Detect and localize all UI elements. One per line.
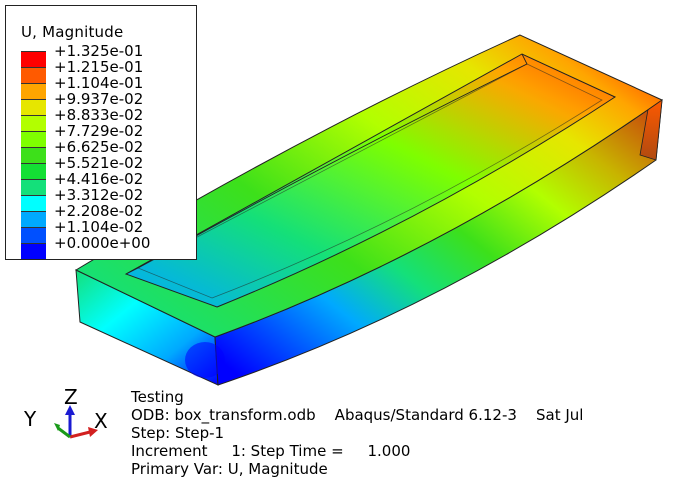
legend-level-label: +4.416e-02 xyxy=(54,170,144,188)
legend-swatch xyxy=(21,67,46,83)
legend-swatch xyxy=(21,163,46,179)
legend-level-label: +1.215e-01 xyxy=(54,58,144,76)
job-info-block: Testing ODB: box_transform.odb Abaqus/St… xyxy=(131,388,583,478)
box-corner-highlight xyxy=(185,342,225,378)
legend-swatch xyxy=(21,179,46,195)
legend-swatch xyxy=(21,195,46,211)
legend-swatch xyxy=(21,115,46,131)
legend-panel: U, Magnitude +1.325e-01 +1.215e-01 +1.104e… xyxy=(5,5,197,260)
legend-level-label: +9.937e-02 xyxy=(54,90,144,108)
legend-swatch xyxy=(21,51,46,67)
legend-level-label: +5.521e-02 xyxy=(54,154,144,172)
legend-swatch xyxy=(21,83,46,99)
legend-level-label: +2.208e-02 xyxy=(54,202,144,220)
legend-swatch xyxy=(21,243,46,259)
axis-label-x: X xyxy=(94,409,108,433)
info-increment: Increment 1: Step Time = 1.000 xyxy=(131,442,411,460)
legend-level-label: +6.625e-02 xyxy=(54,138,144,156)
info-odb: ODB: box_transform.odb Abaqus/Standard 6… xyxy=(131,406,584,424)
info-title: Testing xyxy=(131,388,184,406)
box-model xyxy=(74,34,664,386)
axis-label-y: Y xyxy=(24,407,37,431)
legend-level-label: +0.000e+00 xyxy=(54,234,151,252)
legend-swatch xyxy=(21,99,46,115)
legend-level-label: +7.729e-02 xyxy=(54,122,144,140)
legend-swatch xyxy=(21,147,46,163)
legend-swatch xyxy=(21,131,46,147)
info-primary-var: Primary Var: U, Magnitude xyxy=(131,460,328,478)
legend-level-label: +1.104e-02 xyxy=(54,218,144,236)
axis-label-z: Z xyxy=(64,385,78,409)
box-pocket-floor-edge xyxy=(137,63,603,299)
legend-level-label: +3.312e-02 xyxy=(54,186,144,204)
axis-triad-icon xyxy=(54,405,98,439)
legend-title: U, Magnitude xyxy=(21,23,124,41)
info-step: Step: Step-1 xyxy=(131,424,225,442)
legend-swatch xyxy=(21,227,46,243)
legend-level-label: +1.325e-01 xyxy=(54,42,144,60)
axis-triad: Z Y X xyxy=(20,385,120,455)
legend-level-label: +8.833e-02 xyxy=(54,106,144,124)
legend-level-label: +1.104e-01 xyxy=(54,74,144,92)
legend-swatch xyxy=(21,211,46,227)
